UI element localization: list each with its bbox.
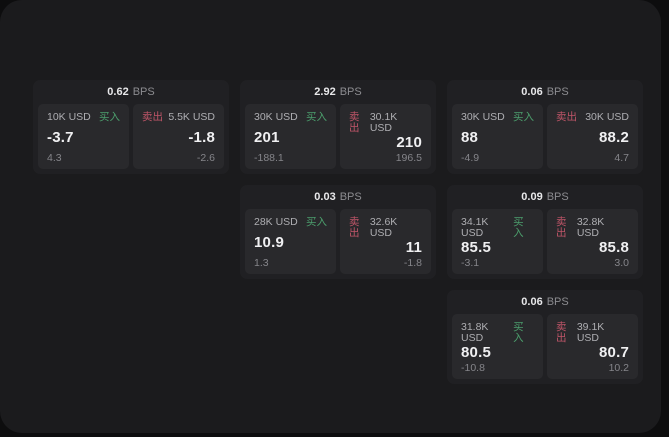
bps-value: 0.06 <box>521 296 543 308</box>
sell-price: 80.7 <box>599 344 629 362</box>
sell-price: 11 <box>405 239 422 257</box>
buy-label: 买入 <box>99 111 120 123</box>
buy-tile[interactable]: 30K USD 买入 88 -4.9 <box>452 104 543 169</box>
sell-amount: 30.1K USD <box>369 111 398 134</box>
buy-tile[interactable]: 30K USD 买入 201 -188.1 <box>245 104 336 169</box>
app-surface: 0.62 BPS 10K USD 买入 -3.7 4.3 卖出 5.5K USD… <box>0 0 661 433</box>
sell-tile[interactable]: 卖出 5.5K USD -1.8 -2.6 <box>133 104 224 169</box>
bps-unit-label: BPS <box>132 86 155 98</box>
sell-delta: -2.6 <box>196 151 215 164</box>
sell-tile[interactable]: 卖出 32.8K USD 85.8 3.0 <box>547 209 638 274</box>
sell-delta: 4.7 <box>614 151 629 164</box>
buy-delta: -3.1 <box>461 256 480 269</box>
sell-tile[interactable]: 卖出 30.1K USD 210 196.5 <box>340 104 431 169</box>
bps-value: 0.03 <box>314 191 336 203</box>
sell-price: 210 <box>396 134 422 152</box>
sell-tile[interactable]: 卖出 32.6K USD 11 -1.8 <box>340 209 431 274</box>
buy-price: 10.9 <box>254 234 284 251</box>
buy-amount: 10K USD <box>47 111 91 123</box>
buy-amount: 30K USD <box>461 111 505 123</box>
buy-label: 买入 <box>513 111 534 123</box>
quote-card: 0.06 BPS 30K USD 买入 88 -4.9 卖出 30K USD 8… <box>447 80 643 174</box>
sell-label: 卖出 <box>142 111 163 123</box>
buy-tile[interactable]: 34.1K USD 买入 85.5 -3.1 <box>452 209 543 274</box>
buy-tile[interactable]: 28K USD 买入 10.9 1.3 <box>245 209 336 274</box>
buy-delta: -188.1 <box>254 151 284 164</box>
bps-unit-label: BPS <box>546 86 569 98</box>
bps-value: 0.62 <box>107 86 129 98</box>
quote-card: 0.06 BPS 31.8K USD 买入 80.5 -10.8 卖出 39.1… <box>447 290 643 384</box>
buy-price: 88 <box>461 129 479 146</box>
sell-delta: 3.0 <box>614 256 629 269</box>
sell-amount: 39.1K USD <box>576 321 605 344</box>
bps-unit-label: BPS <box>546 296 569 308</box>
buy-delta: -4.9 <box>461 151 480 164</box>
bps-value: 0.06 <box>521 86 543 98</box>
bps-value: 2.92 <box>314 86 336 98</box>
bps-header: 0.06 BPS <box>452 80 638 104</box>
sell-delta: -1.8 <box>403 256 422 269</box>
buy-price: 85.5 <box>461 239 491 257</box>
bps-header: 0.03 BPS <box>245 185 431 209</box>
buy-label: 买入 <box>306 111 327 123</box>
bps-value: 0.09 <box>521 191 543 203</box>
quote-card: 0.09 BPS 34.1K USD 买入 85.5 -3.1 卖出 32.8K… <box>447 185 643 279</box>
buy-tile[interactable]: 31.8K USD 买入 80.5 -10.8 <box>452 314 543 379</box>
bps-header: 0.09 BPS <box>452 185 638 209</box>
bps-unit-label: BPS <box>339 86 362 98</box>
sell-price: 85.8 <box>599 239 629 257</box>
sell-label: 卖出 <box>556 111 577 123</box>
bps-header: 0.06 BPS <box>452 290 638 314</box>
buy-label: 买入 <box>513 216 524 239</box>
sell-amount: 5.5K USD <box>168 111 215 123</box>
bps-header: 2.92 BPS <box>245 80 431 104</box>
quote-card: 0.03 BPS 28K USD 买入 10.9 1.3 卖出 32.6K US… <box>240 185 436 279</box>
sell-tile[interactable]: 卖出 30K USD 88.2 4.7 <box>547 104 638 169</box>
buy-tile[interactable]: 10K USD 买入 -3.7 4.3 <box>38 104 129 169</box>
sell-amount: 30K USD <box>585 111 629 123</box>
bps-header: 0.62 BPS <box>38 80 224 104</box>
buy-delta: 4.3 <box>47 151 62 164</box>
sell-amount: 32.6K USD <box>369 216 398 239</box>
buy-amount: 31.8K USD <box>461 321 489 344</box>
sell-delta: 10.2 <box>608 361 629 374</box>
bps-unit-label: BPS <box>339 191 362 203</box>
buy-price: 201 <box>254 129 280 146</box>
buy-amount: 34.1K USD <box>461 216 489 239</box>
sell-price: 88.2 <box>599 129 629 146</box>
sell-price: -1.8 <box>188 129 215 146</box>
sell-amount: 32.8K USD <box>576 216 605 239</box>
sell-label: 卖出 <box>556 216 567 239</box>
buy-amount: 28K USD <box>254 216 298 228</box>
sell-tile[interactable]: 卖出 39.1K USD 80.7 10.2 <box>547 314 638 379</box>
quote-card: 0.62 BPS 10K USD 买入 -3.7 4.3 卖出 5.5K USD… <box>33 80 229 174</box>
buy-delta: 1.3 <box>254 256 269 269</box>
sell-delta: 196.5 <box>395 151 422 164</box>
buy-price: 80.5 <box>461 344 491 362</box>
quote-card: 2.92 BPS 30K USD 买入 201 -188.1 卖出 30.1K … <box>240 80 436 174</box>
buy-amount: 30K USD <box>254 111 298 123</box>
buy-delta: -10.8 <box>461 361 485 374</box>
buy-price: -3.7 <box>47 129 74 146</box>
sell-label: 卖出 <box>349 216 360 239</box>
buy-label: 买入 <box>306 216 327 228</box>
sell-label: 卖出 <box>556 321 567 344</box>
buy-label: 买入 <box>513 321 524 344</box>
sell-label: 卖出 <box>349 111 360 134</box>
bps-unit-label: BPS <box>546 191 569 203</box>
